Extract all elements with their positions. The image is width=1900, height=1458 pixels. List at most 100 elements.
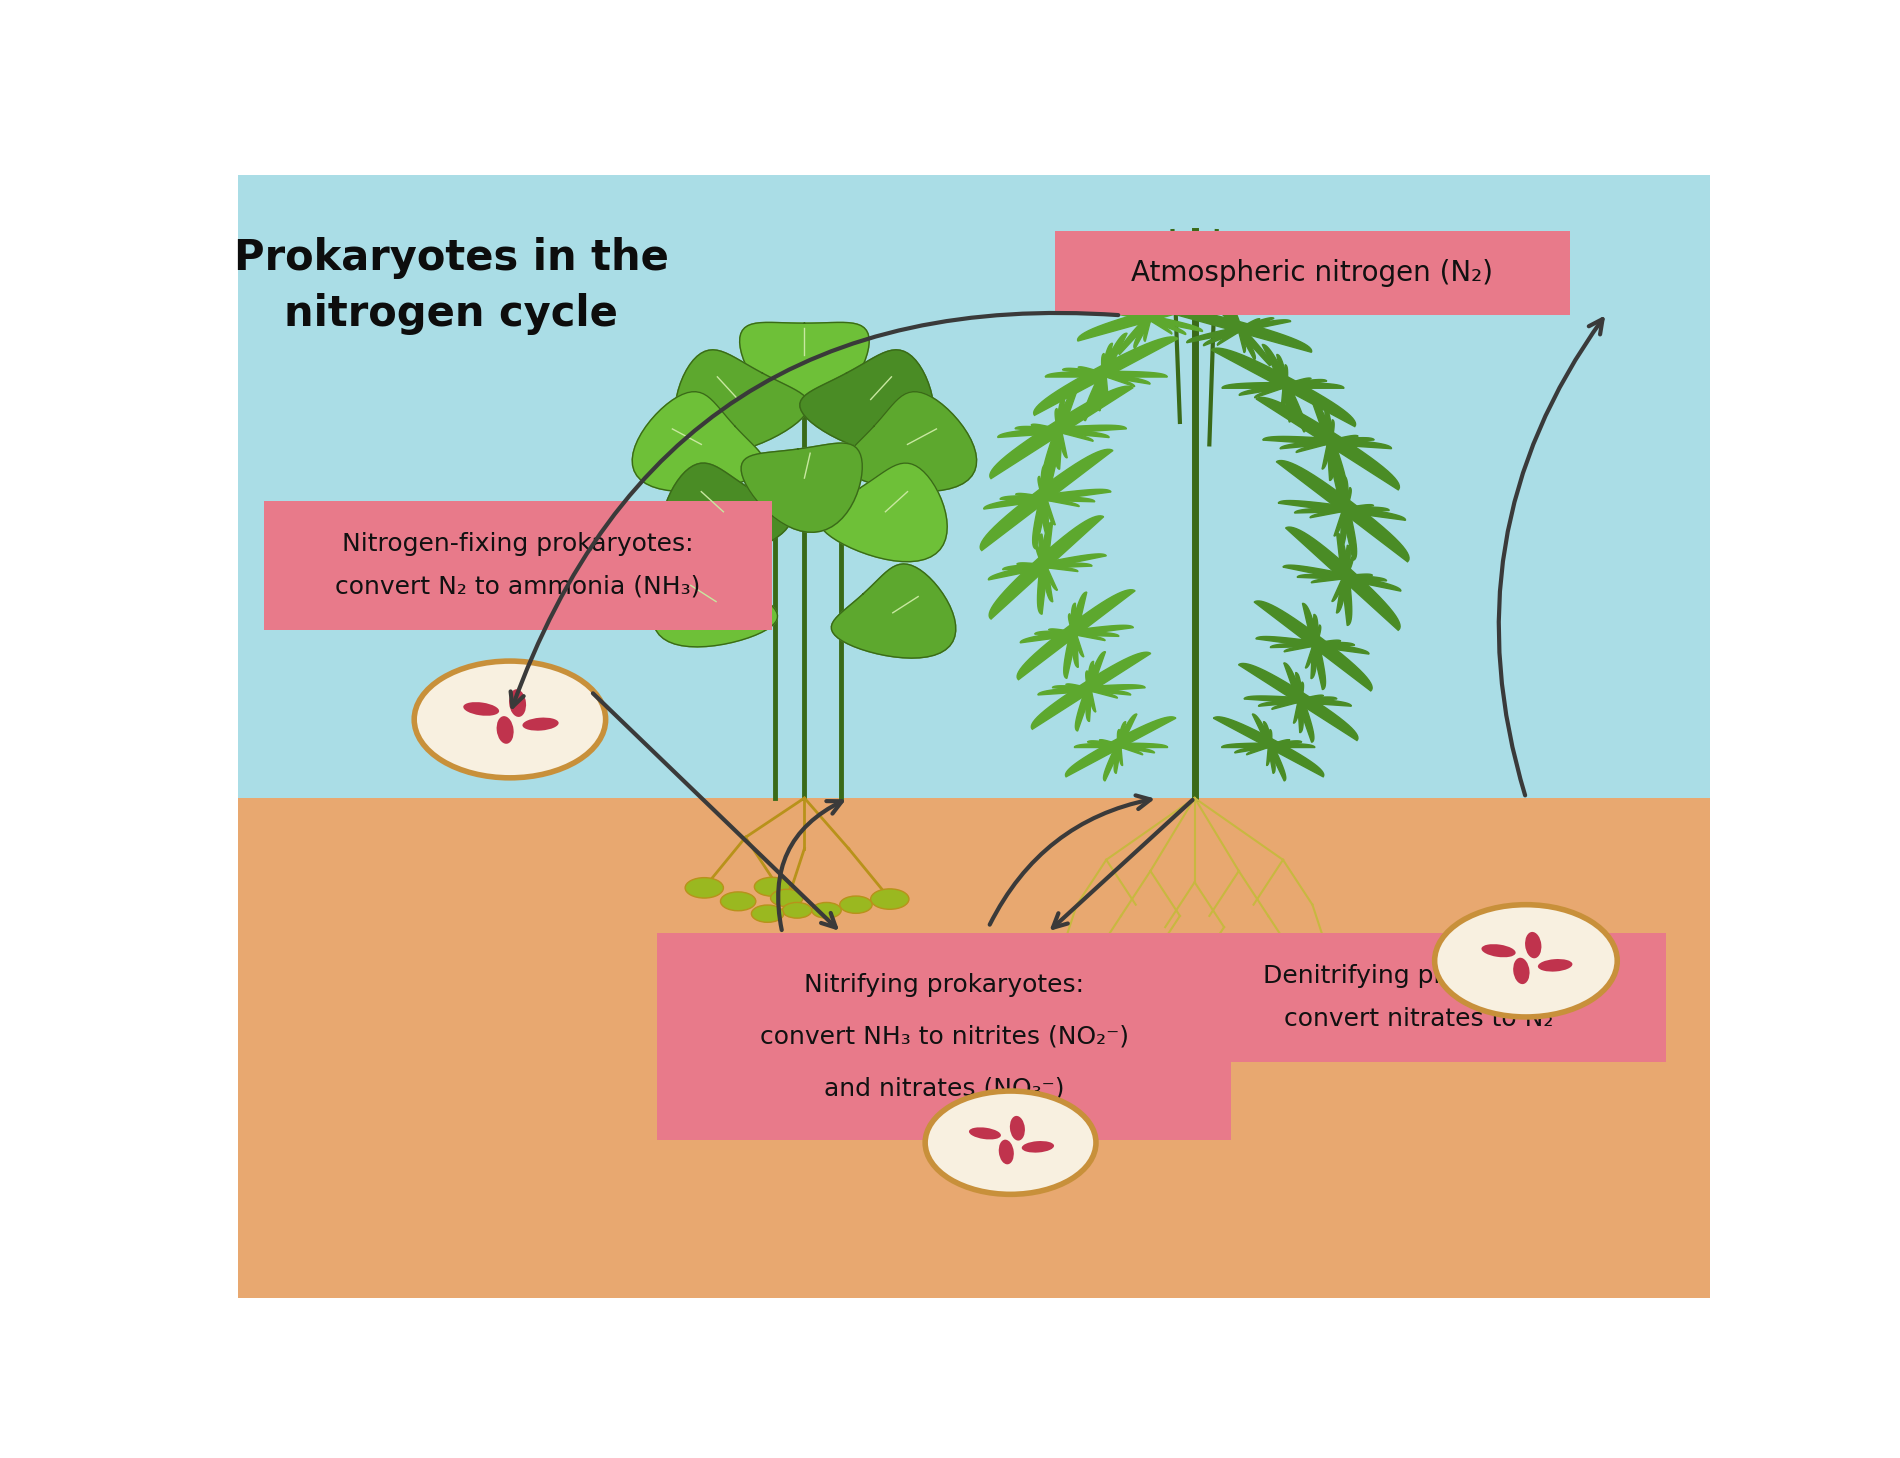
Polygon shape [1066, 717, 1176, 777]
Ellipse shape [720, 892, 756, 911]
Polygon shape [1077, 297, 1224, 341]
Polygon shape [984, 490, 1112, 509]
Ellipse shape [999, 1140, 1015, 1165]
Polygon shape [800, 350, 935, 453]
Text: Nitrogen-fixing prokaryotes:: Nitrogen-fixing prokaryotes: [342, 532, 694, 555]
Bar [1054, 232, 1569, 315]
Polygon shape [1277, 461, 1410, 561]
Polygon shape [1332, 557, 1353, 602]
Ellipse shape [754, 878, 790, 897]
Ellipse shape [1526, 932, 1541, 958]
Polygon shape [1017, 589, 1134, 679]
Polygon shape [1072, 604, 1079, 668]
Polygon shape [741, 443, 863, 532]
Polygon shape [1284, 663, 1315, 742]
Polygon shape [1113, 722, 1127, 773]
Text: convert N₂ to ammonia (NH₃): convert N₂ to ammonia (NH₃) [334, 574, 701, 599]
Polygon shape [1062, 369, 1150, 383]
Polygon shape [1294, 682, 1303, 723]
Polygon shape [661, 464, 790, 561]
Text: Atmospheric nitrogen (N₂): Atmospheric nitrogen (N₂) [1130, 260, 1493, 287]
Polygon shape [1104, 714, 1136, 781]
Bar [264, 500, 771, 630]
Ellipse shape [811, 903, 842, 919]
Polygon shape [1167, 252, 1224, 299]
Polygon shape [1032, 452, 1058, 550]
Polygon shape [1218, 319, 1260, 346]
Polygon shape [1064, 592, 1087, 678]
Polygon shape [980, 449, 1113, 551]
Polygon shape [1188, 319, 1290, 343]
Polygon shape [1098, 309, 1203, 331]
Polygon shape [1286, 526, 1400, 630]
Polygon shape [1117, 729, 1123, 765]
Polygon shape [1087, 662, 1094, 722]
Ellipse shape [969, 1127, 1001, 1140]
Polygon shape [1167, 309, 1311, 353]
Text: convert NH₃ to nitrites (NO₂⁻): convert NH₃ to nitrites (NO₂⁻) [760, 1025, 1129, 1048]
Ellipse shape [1482, 945, 1516, 958]
Polygon shape [1015, 426, 1110, 437]
Polygon shape [990, 516, 1104, 620]
Polygon shape [1262, 344, 1305, 432]
Ellipse shape [464, 703, 500, 716]
Polygon shape [1210, 348, 1355, 427]
Polygon shape [1053, 685, 1130, 695]
Ellipse shape [1537, 959, 1573, 971]
Polygon shape [1098, 343, 1113, 411]
Polygon shape [1233, 312, 1245, 353]
Polygon shape [1296, 436, 1358, 452]
Polygon shape [1271, 695, 1324, 710]
Polygon shape [1298, 574, 1387, 580]
Polygon shape [1119, 287, 1182, 354]
Polygon shape [1246, 739, 1290, 755]
Polygon shape [1311, 397, 1347, 491]
Polygon shape [1003, 563, 1092, 570]
Polygon shape [1203, 318, 1275, 346]
Polygon shape [1039, 534, 1053, 602]
Polygon shape [832, 564, 956, 658]
Polygon shape [1129, 308, 1172, 334]
Polygon shape [1254, 601, 1372, 691]
Polygon shape [1254, 378, 1311, 398]
Bar [238, 798, 1710, 1298]
Ellipse shape [1512, 958, 1530, 984]
Polygon shape [1020, 625, 1134, 643]
Polygon shape [1087, 741, 1155, 752]
Text: Prokaryotes in the: Prokaryotes in the [234, 236, 669, 278]
Ellipse shape [750, 905, 785, 923]
Polygon shape [1214, 717, 1324, 777]
Polygon shape [999, 496, 1094, 502]
Polygon shape [1074, 744, 1168, 748]
Polygon shape [1252, 714, 1286, 781]
Polygon shape [1279, 500, 1406, 521]
Text: Denitrifying prokaryotes:: Denitrifying prokaryotes: [1264, 964, 1575, 987]
Polygon shape [1324, 408, 1334, 481]
Polygon shape [1322, 420, 1334, 469]
Polygon shape [1264, 722, 1275, 773]
Ellipse shape [509, 690, 526, 717]
Polygon shape [1281, 364, 1288, 411]
Polygon shape [1180, 257, 1210, 295]
Polygon shape [1068, 614, 1083, 656]
Polygon shape [1036, 545, 1058, 590]
Text: Nitrifying prokaryotes:: Nitrifying prokaryotes: [804, 972, 1085, 997]
Ellipse shape [1022, 1142, 1054, 1153]
Polygon shape [1336, 545, 1351, 612]
Polygon shape [1256, 637, 1370, 655]
Polygon shape [1277, 354, 1292, 421]
Polygon shape [1296, 672, 1303, 733]
Polygon shape [654, 553, 777, 647]
Polygon shape [1284, 640, 1341, 652]
Polygon shape [1305, 625, 1320, 668]
Polygon shape [1208, 299, 1271, 366]
Polygon shape [1112, 265, 1277, 276]
Polygon shape [1049, 628, 1106, 640]
Polygon shape [1043, 385, 1079, 481]
Text: and nitrates (NO₃⁻): and nitrates (NO₃⁻) [825, 1076, 1064, 1101]
Polygon shape [1180, 257, 1210, 295]
Ellipse shape [496, 716, 513, 744]
Polygon shape [1264, 436, 1391, 449]
Text: convert nitrates to N₂: convert nitrates to N₂ [1284, 1007, 1554, 1031]
Polygon shape [988, 554, 1106, 580]
